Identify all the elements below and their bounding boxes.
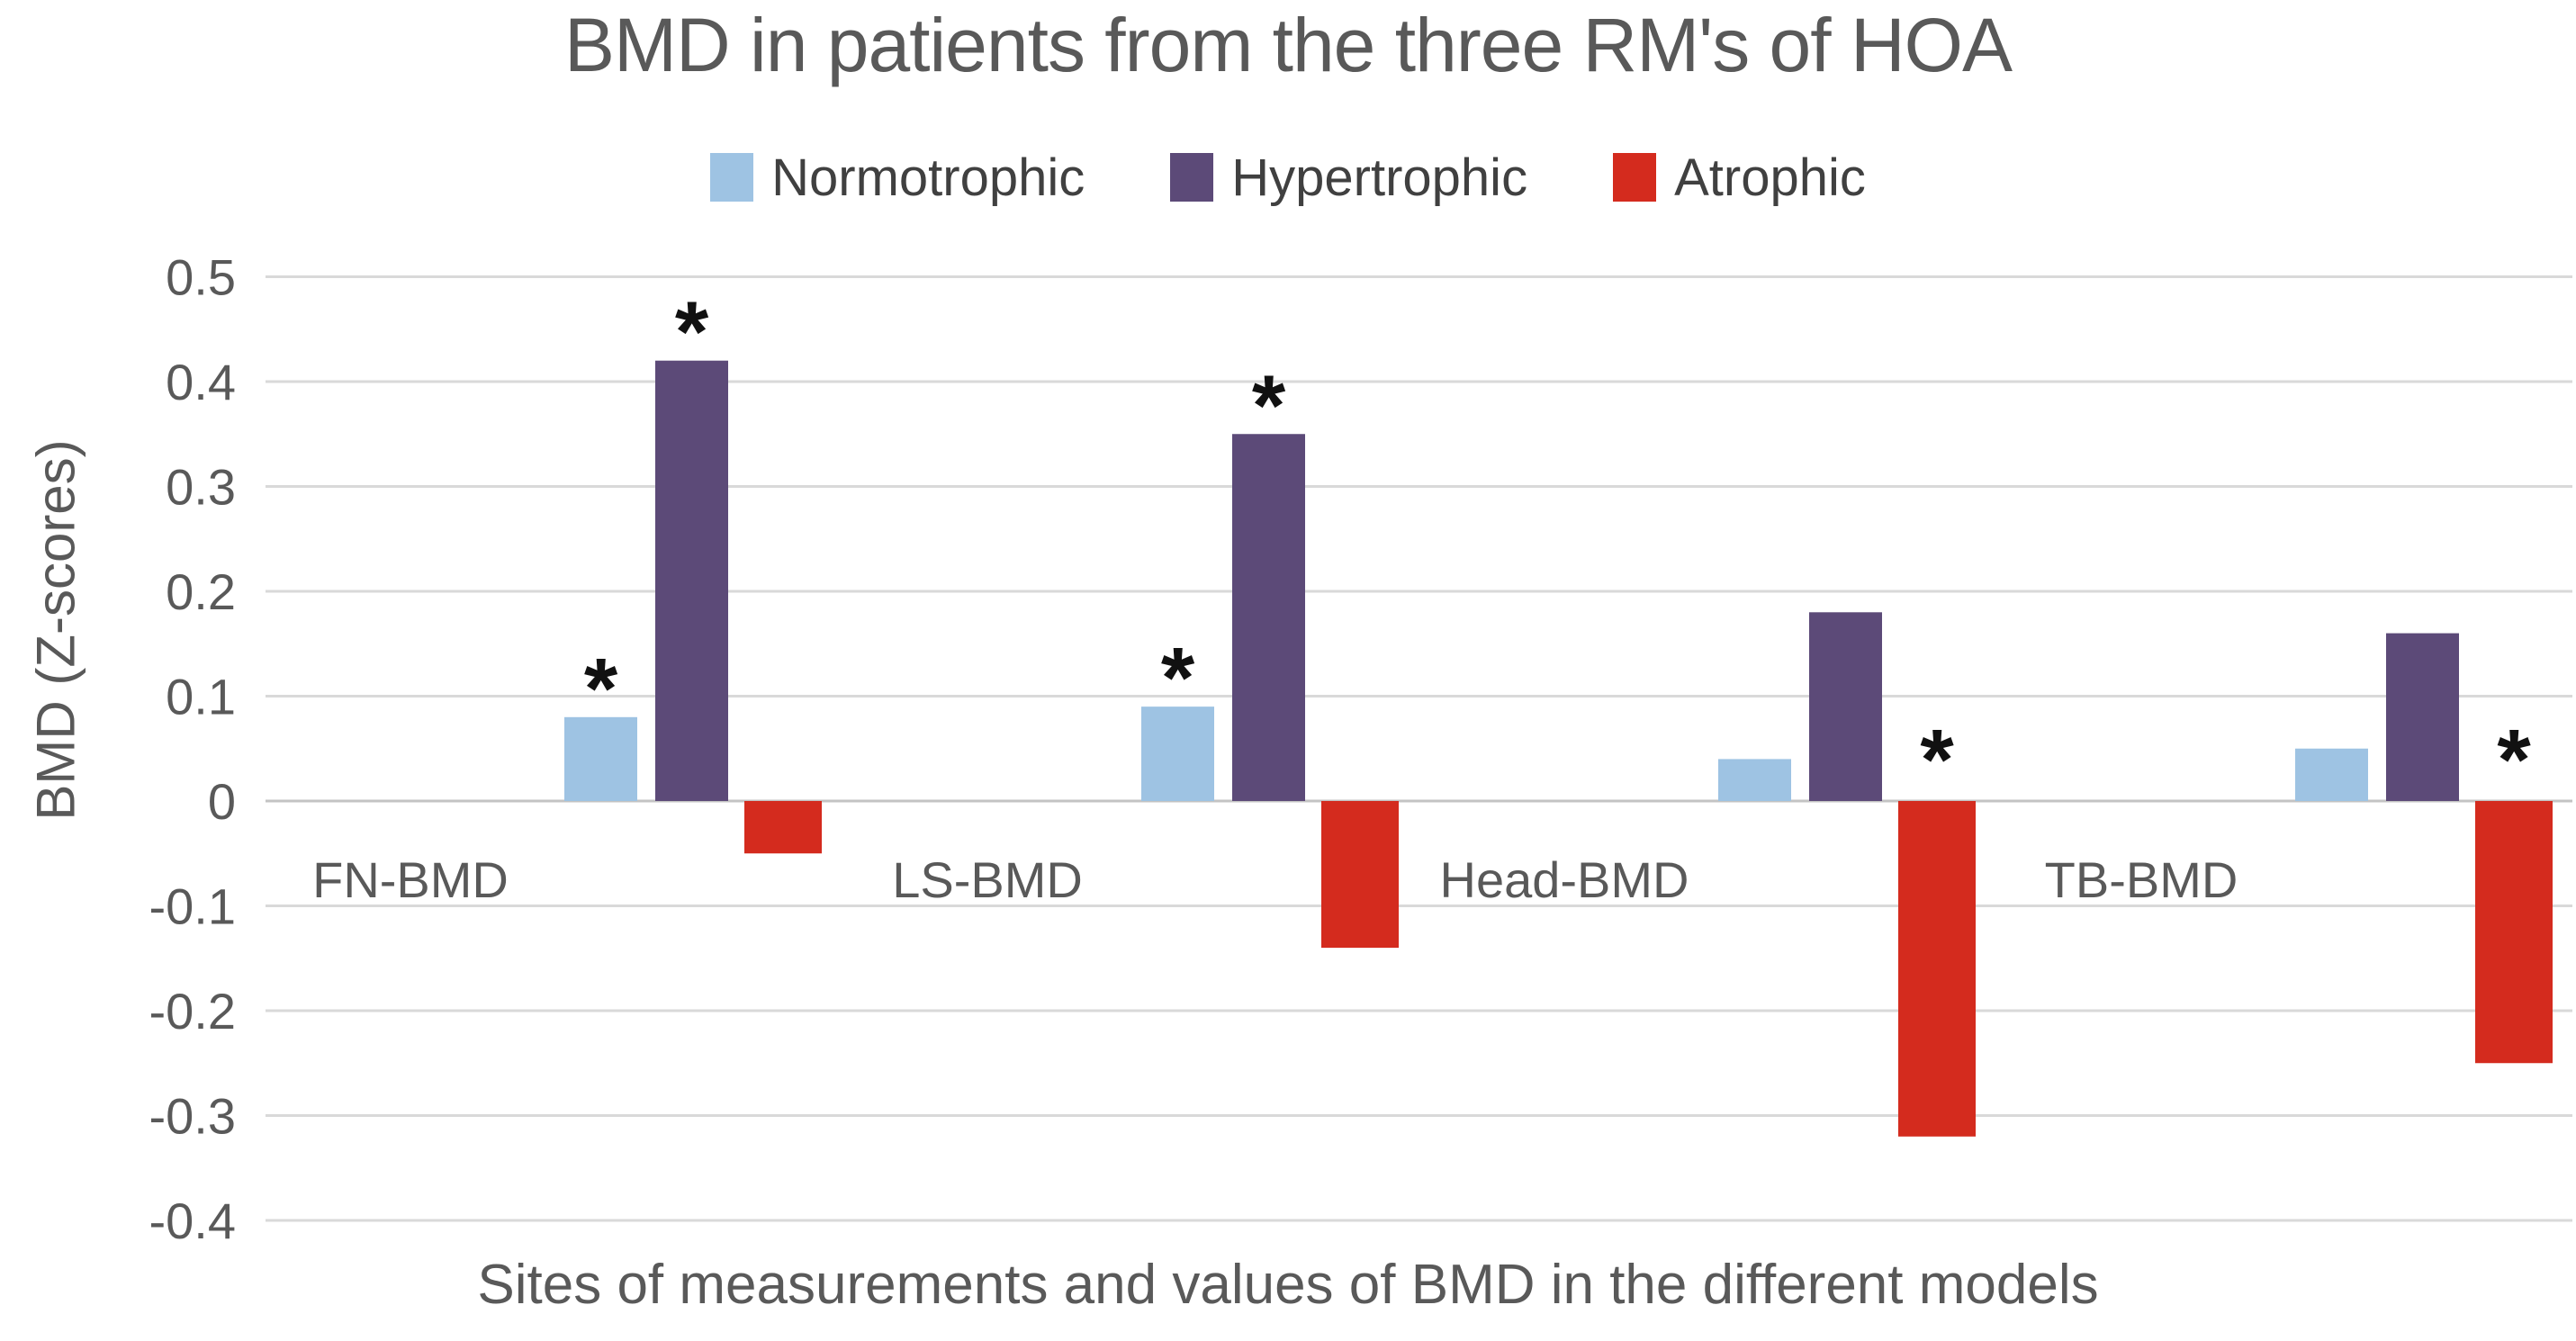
legend-swatch-atrophic [1613, 153, 1657, 202]
y-tick-label: -0.2 [149, 983, 237, 1040]
significance-marker: * [1920, 712, 1954, 808]
y-tick-label: 0.1 [166, 669, 236, 725]
significance-marker: * [1252, 357, 1286, 454]
legend-label-normotrophic: Normotrophic [771, 148, 1085, 207]
y-tick-label: 0.2 [166, 563, 236, 620]
bar-atrophic-ls-bmd [1321, 801, 1399, 949]
y-tick-label: 0.3 [166, 459, 236, 516]
significance-marker: * [584, 641, 618, 737]
x-axis-title: Sites of measurements and values of BMD … [477, 1254, 2099, 1316]
category-label: TB-BMD [2045, 851, 2238, 908]
category-label: FN-BMD [312, 851, 509, 908]
y-tick-label: 0.4 [166, 354, 236, 410]
chart-legend: Normotrophic Hypertrophic Atrophic [0, 137, 2576, 218]
legend-item-hypertrophic: Hypertrophic [1170, 148, 1527, 208]
bar-atrophic-tb-bmd [2475, 801, 2553, 1064]
bar-hypertrophic-fn-bmd [655, 360, 728, 801]
legend-swatch-hypertrophic [1170, 153, 1214, 202]
y-tick-label: 0.5 [166, 249, 236, 306]
bar-hypertrophic-ls-bmd [1232, 434, 1305, 801]
y-tick-label: -0.4 [149, 1192, 237, 1249]
bar-atrophic-fn-bmd [744, 801, 822, 854]
significance-marker: * [1161, 630, 1195, 726]
significance-marker: * [2497, 712, 2531, 808]
y-tick-label: 0 [208, 773, 236, 830]
bar-normotrophic-fn-bmd [564, 716, 637, 801]
bar-normotrophic-tb-bmd [2295, 748, 2368, 801]
legend-item-atrophic: Atrophic [1613, 148, 1866, 208]
bar-hypertrophic-tb-bmd [2386, 633, 2459, 801]
chart-title: BMD in patients from the three RM's of H… [564, 3, 2013, 87]
bar-normotrophic-ls-bmd [1141, 706, 1214, 801]
significance-marker: * [675, 284, 709, 381]
legend-swatch-normotrophic [710, 153, 754, 202]
y-tick-label: -0.1 [149, 878, 237, 935]
bar-atrophic-head-bmd [1898, 801, 1976, 1137]
y-tick-label: -0.3 [149, 1088, 237, 1145]
legend-item-normotrophic: Normotrophic [710, 148, 1085, 208]
legend-label-hypertrophic: Hypertrophic [1231, 148, 1528, 207]
category-label: Head-BMD [1440, 851, 1689, 908]
category-label: LS-BMD [892, 851, 1083, 908]
bar-hypertrophic-head-bmd [1809, 612, 1882, 801]
legend-label-atrophic: Atrophic [1674, 148, 1866, 207]
bar-normotrophic-head-bmd [1718, 759, 1791, 801]
